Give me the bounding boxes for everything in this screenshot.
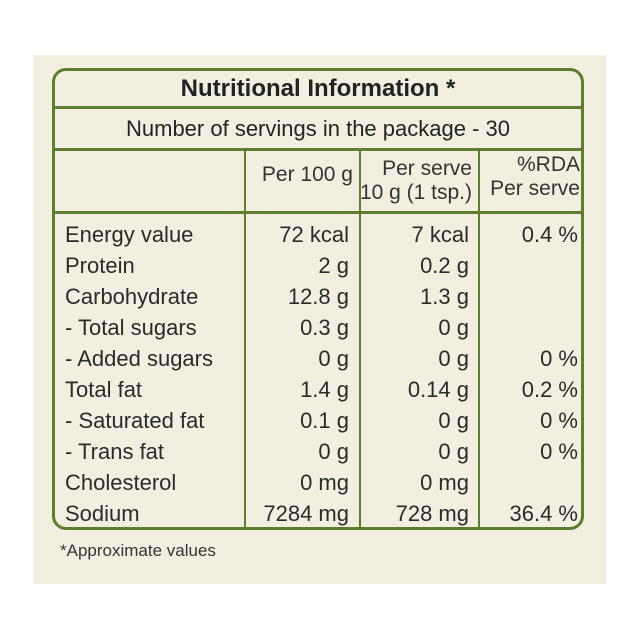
value-per-serve: 0 g [438,346,469,371]
value-per-100g: 72 kcal [279,222,349,247]
footnote: *Approximate values [60,541,216,560]
value-rda: 0 % [540,439,578,464]
value-rda: 36.4 % [509,501,579,526]
nutrient-name: Energy value [65,222,194,247]
nutrient-name: Total fat [65,377,143,402]
value-per-100g: 7284 mg [263,501,349,526]
table-row: Energy value 72 kcal 7 kcal 0.4 % [55,219,581,250]
header-per-100g-label: Per 100 g [261,163,353,186]
header-per-serve-line1: Per serve [382,157,472,180]
nutrient-name: Sodium [65,501,140,526]
nutrient-name: Carbohydrate [65,284,199,309]
nutrient-name: Cholesterol [65,470,177,495]
column-divider [244,151,246,527]
table-row: - Saturated fat 0.1 g 0 g 0 % [55,405,581,436]
table-row: Carbohydrate 12.8 g 1.3 g [55,281,581,312]
label-title: Nutritional Information * [55,71,581,109]
nutrient-name: - Total sugars [65,315,197,340]
nutrient-name: - Saturated fat [65,408,205,433]
value-per-100g: 0 g [318,439,349,464]
value-rda [480,467,578,498]
table-row: - Total sugars 0.3 g 0 g [55,312,581,343]
value-rda: 0 % [540,346,578,371]
header-nutrient [55,151,244,211]
table-row: Total fat 1.4 g 0.14 g 0.2 % [55,374,581,405]
table-row: Cholesterol 0 mg 0 mg [55,467,581,498]
value-per-100g: 0 mg [300,470,349,495]
header-rda: %RDA Per serve [478,151,581,211]
nutrient-name: - Added sugars [65,346,213,371]
value-per-serve: 0 g [438,408,469,433]
value-rda [480,312,578,343]
column-divider [359,151,361,527]
value-rda: 0.4 % [521,222,578,247]
value-per-serve: 728 mg [395,501,469,526]
value-per-100g: 12.8 g [287,284,349,309]
table-row: - Added sugars 0 g 0 g 0 % [55,343,581,374]
header-per-100g: Per 100 g [244,151,359,211]
value-per-serve: 0 mg [420,470,469,495]
column-divider [478,151,480,527]
value-per-serve: 0.2 g [420,253,469,278]
value-rda [480,281,578,312]
value-per-100g: 0.1 g [300,408,349,433]
value-per-serve: 1.3 g [420,284,469,309]
servings-count: Number of servings in the package - 30 [55,109,581,151]
label-background [33,55,606,584]
table-row: Protein 2 g 0.2 g [55,250,581,281]
nutrient-name: - Trans fat [65,439,165,464]
value-per-serve: 0.14 g [407,377,469,402]
header-per-serve-line2: 10 g (1 tsp.) [359,181,472,204]
value-rda: 0.2 % [521,377,578,402]
value-per-100g: 2 g [318,253,349,278]
nutrient-name: Protein [65,253,135,278]
header-rda-line1: %RDA [516,153,580,176]
nutrition-label: Nutritional Information * Number of serv… [52,68,584,530]
table-row: - Trans fat 0 g 0 g 0 % [55,436,581,467]
value-per-100g: 1.4 g [300,377,349,402]
value-per-serve: 0 g [438,315,469,340]
value-rda [480,250,578,281]
header-per-serve: Per serve 10 g (1 tsp.) [359,151,478,211]
table-row: Sodium 7284 mg 728 mg 36.4 % [55,498,581,527]
nutrient-rows: Energy value 72 kcal 7 kcal 0.4 % Protein 2 g… [55,219,581,527]
header-rda-line2: Per serve [490,177,580,200]
value-per-100g: 0.3 g [300,315,349,340]
value-rda: 0 % [540,408,578,433]
value-per-100g: 0 g [318,346,349,371]
column-header-row: Per 100 g Per serve 10 g (1 tsp.) %RDA P… [55,151,581,214]
value-per-serve: 0 g [438,439,469,464]
value-per-serve: 7 kcal [411,222,469,247]
